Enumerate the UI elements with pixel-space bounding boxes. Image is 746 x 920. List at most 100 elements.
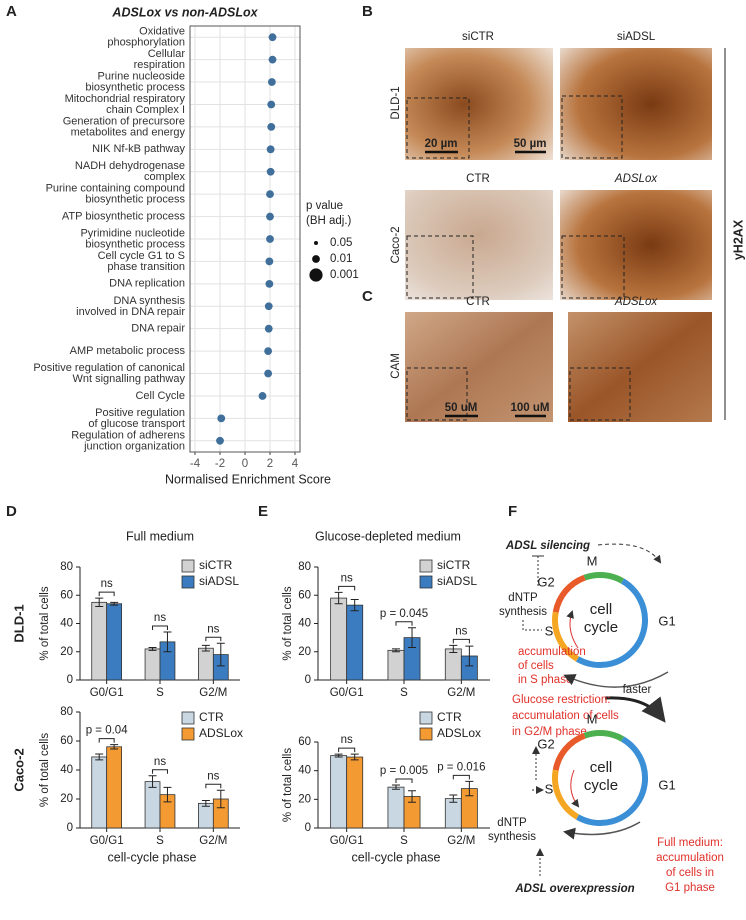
phase-label: G1 [658, 613, 675, 628]
phase-arc [576, 578, 648, 668]
stain-label: yH2AX [731, 219, 745, 260]
bar [197, 647, 214, 681]
x-tick-label: -2 [215, 458, 225, 470]
phase-label: S [545, 623, 554, 638]
legend-swatch [181, 559, 195, 573]
arrow [597, 543, 662, 564]
y-tick-label: 0 [67, 674, 73, 686]
arrow [566, 610, 579, 649]
error-bar [465, 645, 474, 667]
legend-label: siCTR [437, 558, 471, 572]
error-bar [216, 789, 225, 809]
bar [346, 756, 364, 829]
category-label: DNA repair [131, 323, 185, 335]
category-label: Purine containing compound biosynthetic p… [46, 183, 186, 206]
inset [406, 97, 470, 159]
panel-label: A [6, 3, 17, 20]
inset [406, 235, 474, 299]
x-tick-label: G2/M [447, 835, 475, 847]
significance-label: ns [455, 625, 467, 637]
dot [267, 100, 276, 109]
column-label: CTR [466, 173, 490, 185]
phase-arc [552, 769, 580, 820]
error-bar [334, 753, 343, 758]
bar [444, 648, 462, 681]
dot [265, 257, 274, 266]
bar [144, 781, 161, 829]
significance-bracket [98, 591, 115, 597]
bar [106, 746, 122, 829]
dot [266, 167, 275, 176]
y-axis-label: % of total cells [39, 733, 51, 807]
dot [268, 33, 277, 42]
dot [266, 190, 274, 199]
legend-swatch [419, 711, 433, 725]
x-axis-label: cell-cycle phase [108, 850, 197, 864]
significance-label: ns [101, 578, 113, 590]
legend-swatch [181, 727, 195, 741]
significance-label: ns [341, 734, 353, 746]
y-tick-label: 80 [60, 561, 73, 573]
error-bar [449, 644, 458, 653]
y-tick-label: 60 [298, 589, 311, 601]
arrow [604, 696, 666, 723]
category-label: ATP biosynthetic process [62, 210, 186, 222]
legend-swatch [181, 711, 195, 725]
legend-label: CTR [437, 710, 462, 724]
category-label: Pyrimidine nucleotide biosynthetic proces… [80, 227, 185, 250]
legend-swatch [181, 575, 195, 589]
error-bar [163, 631, 172, 653]
x-axis-label: Normalised Enrichment Score [165, 472, 331, 486]
category-label: DNA synthesis involved in DNA repair [76, 295, 185, 318]
panel-label: B [362, 3, 373, 20]
panel-label: D [6, 503, 17, 520]
y-tick-label: 20 [60, 646, 73, 658]
error-bar [148, 775, 157, 788]
dot [264, 302, 273, 311]
significance-bracket [452, 774, 470, 780]
x-tick-label: G2/M [447, 687, 475, 699]
y-tick-label: 80 [298, 561, 311, 573]
y-tick-label: 80 [60, 706, 73, 718]
y-tick-label: 60 [60, 735, 73, 747]
legend-label: 0.01 [330, 253, 352, 265]
x-tick-label: G0/G1 [90, 835, 124, 847]
y-tick-label: 0 [305, 674, 311, 686]
column-label: siCTR [462, 31, 494, 43]
legend-label: ADSLox [437, 726, 481, 740]
phase-arc [552, 574, 586, 613]
effect-label: accumulation of cells in S phase [518, 646, 586, 686]
x-tick-label: G2/M [199, 835, 227, 847]
legend-swatch [419, 727, 433, 741]
dot [267, 78, 276, 86]
category-label: NADH dehydrogenase complex [75, 160, 186, 183]
row-label: DLD-1 [390, 86, 402, 119]
scale-label: 100 uM [511, 402, 550, 414]
category-label: AMP metabolic process [70, 345, 186, 357]
error-bar [95, 597, 104, 608]
dot [258, 392, 267, 400]
micrograph [405, 48, 553, 160]
effect-label: Glucose restriction: accumulation of cell… [512, 694, 619, 738]
phase-arc [552, 732, 586, 771]
dot [265, 279, 274, 288]
y-tick-label: 60 [60, 589, 73, 601]
x-tick-label: 4 [292, 458, 299, 470]
y-tick-label: 20 [298, 646, 311, 658]
error-bar [163, 786, 172, 803]
x-tick-label: -4 [190, 458, 201, 470]
y-tick-label: 40 [60, 764, 73, 776]
legend-label: siADSL [199, 574, 239, 588]
micrograph [560, 190, 712, 300]
legend-dot [313, 240, 319, 246]
row-label: Caco-2 [390, 226, 402, 263]
significance-bracket [452, 638, 470, 644]
panel-label: C [362, 288, 373, 305]
category-label: DNA replication [109, 278, 185, 290]
micrograph [560, 48, 712, 160]
panel-label: E [258, 503, 268, 520]
column-label: CTR [466, 296, 490, 308]
significance-label: ns [154, 756, 166, 768]
